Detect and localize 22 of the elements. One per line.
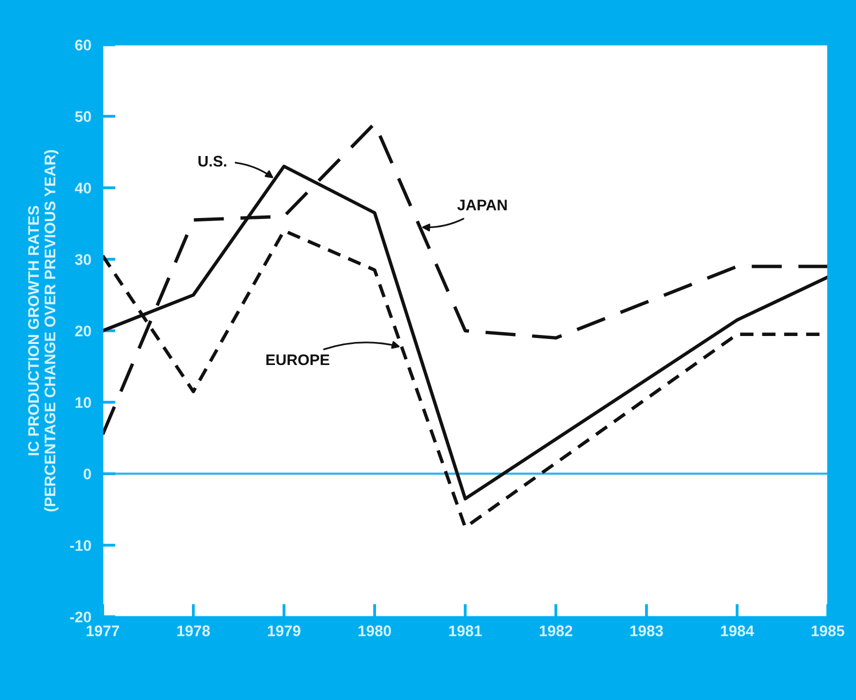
x-tick-label: 1980 xyxy=(358,625,391,636)
x-tick-label: 1981 xyxy=(449,625,482,636)
x-tick-label: 1984 xyxy=(721,625,754,636)
text: JAPAN xyxy=(457,200,507,210)
x-tick-label: 1977 xyxy=(86,625,120,636)
y-tick-label: 10 xyxy=(76,397,91,408)
x-tick-label: 1982 xyxy=(540,625,572,636)
y-tick-label: 40 xyxy=(74,182,91,194)
y-tick-label: -10 xyxy=(70,540,91,551)
y-tick-label: 50 xyxy=(75,111,91,122)
y-tick-label: 30 xyxy=(74,254,91,265)
legend-label: U.S. xyxy=(198,156,226,167)
y-tick-label: 60 xyxy=(75,40,91,50)
x-tick-label: 1979 xyxy=(268,625,300,636)
x-tick-label: 1983 xyxy=(630,625,663,636)
y-axis-title: IC PRODUCTION GROWTH RATES (PERCENTAGE CHANGE OVER PREVIOUS YEAR) xyxy=(28,150,58,512)
text: EUROPE xyxy=(266,354,330,366)
y-tick-label: 20 xyxy=(75,326,91,336)
x-tick-label: 1985 xyxy=(812,625,844,636)
x-tick-label: 1978 xyxy=(177,625,210,636)
y-tick-label: 0 xyxy=(84,468,91,480)
y-tick-label: -20 xyxy=(70,612,91,622)
